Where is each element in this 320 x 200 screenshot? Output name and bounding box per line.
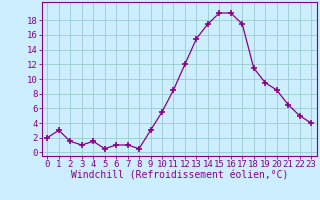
X-axis label: Windchill (Refroidissement éolien,°C): Windchill (Refroidissement éolien,°C)	[70, 171, 288, 181]
